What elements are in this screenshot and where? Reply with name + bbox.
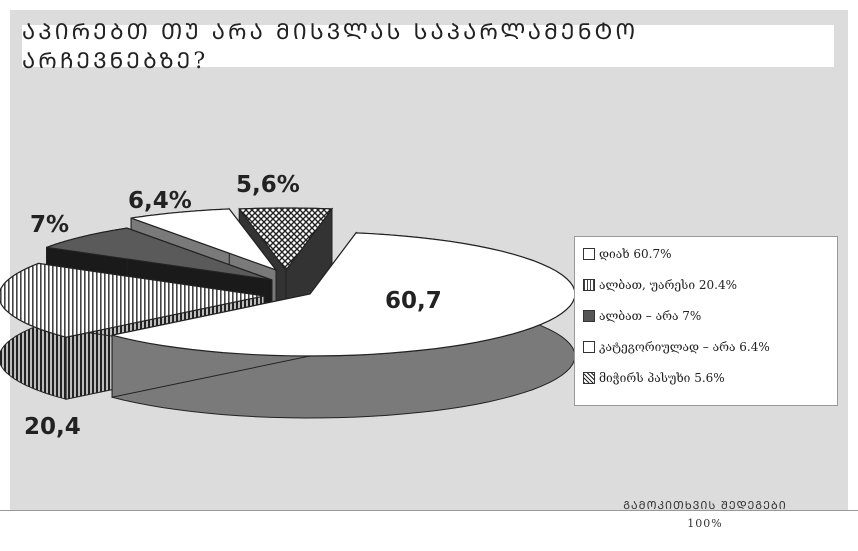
legend-label: დიახ 60.7% <box>599 246 672 261</box>
footnote-line-2: 100% <box>687 517 723 530</box>
legend-label: ალბათ – არა 7% <box>599 308 702 323</box>
survey-footnote: ᲒᲐᲛᲝᲙᲘᲗᲮᲕᲘᲡ ᲨᲔᲓᲔᲒᲔᲑᲘ 100% <box>560 497 850 533</box>
slice-yes <box>111 231 576 419</box>
legend-item-hard-to-answer: მიჭირს პასუხი 5.6% <box>575 363 837 392</box>
data-label-hard-to-answer: 5,6% <box>236 172 300 198</box>
legend-swatch-white <box>583 247 595 260</box>
legend-item-probably-no: ალბათ – არა 7% <box>575 301 837 330</box>
slice-top <box>111 232 576 357</box>
footnote-line-1: ᲒᲐᲛᲝᲙᲘᲗᲮᲕᲘᲡ ᲨᲔᲓᲔᲒᲔᲑᲘ <box>623 499 787 512</box>
legend-label: მიჭირს პასუხი 5.6% <box>599 370 725 385</box>
bottom-divider <box>0 510 858 511</box>
legend-swatch-white <box>583 340 595 353</box>
data-label-categorically-no: 6,4% <box>128 188 192 214</box>
data-label-probably-worse: 20,4 <box>24 414 81 440</box>
chart-title: ᲐᲞᲘᲠᲔᲑᲗ ᲗᲣ ᲐᲠᲐ ᲛᲘᲡᲕᲚᲐᲡ ᲡᲐᲞᲐᲠᲚᲐᲛᲔᲜᲢᲝ ᲐᲠᲩᲔ… <box>22 20 834 74</box>
legend-swatch-stripes <box>583 278 595 291</box>
legend-label: ალბათ, უარესი 20.4% <box>599 277 737 292</box>
chart-legend: დიახ 60.7% ალბათ, უარესი 20.4% ალბათ – ა… <box>574 236 838 406</box>
slice-top <box>130 208 278 272</box>
legend-label: კატეგორიულად – არა 6.4% <box>599 339 770 354</box>
slice-top <box>0 262 265 338</box>
legend-item-yes: დიახ 60.7% <box>575 239 837 268</box>
legend-item-categorically-no: კატეგორიულად – არა 6.4% <box>575 332 837 361</box>
slice-top <box>46 227 273 281</box>
data-label-probably-no: 7% <box>30 212 70 238</box>
data-label-yes: 60,7 <box>385 288 442 314</box>
legend-swatch-checker <box>583 371 595 384</box>
legend-item-probably-worse: ალბათ, უარესი 20.4% <box>575 270 837 299</box>
legend-swatch-dark <box>583 309 595 322</box>
slice-top <box>238 207 334 271</box>
